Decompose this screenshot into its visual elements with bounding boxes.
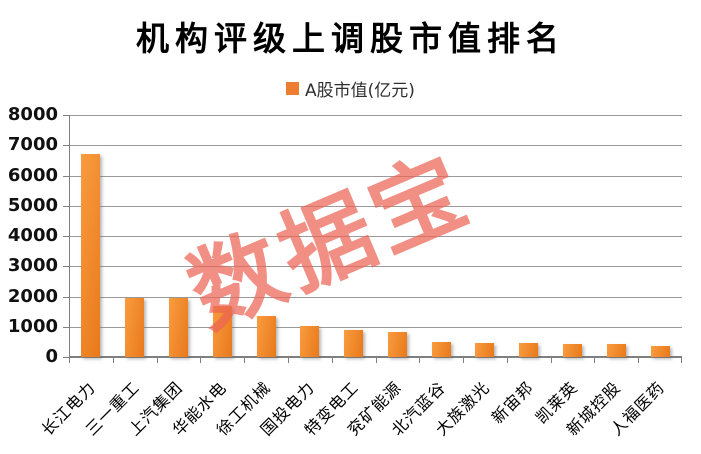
y-axis-tick bbox=[63, 236, 69, 237]
y-axis-tick-label: 8000 bbox=[7, 104, 58, 125]
y-axis-tick bbox=[63, 296, 69, 298]
gridline bbox=[69, 145, 682, 147]
y-axis-tick-label: 4000 bbox=[7, 225, 58, 246]
y-axis-tick bbox=[63, 115, 69, 116]
legend-label: A股市值(亿元) bbox=[305, 80, 415, 101]
bar-国投电力 bbox=[300, 326, 319, 357]
plot-area: 0 1000 2000 3000 4000 5000 6000 7000 8000 长江电力 三一重… bbox=[8, 105, 682, 439]
x-axis-tick bbox=[463, 357, 464, 363]
bar-兖矿能源 bbox=[388, 332, 407, 357]
chart-title: 机构评级上调股市值排名 bbox=[136, 19, 565, 58]
gridline bbox=[69, 175, 682, 177]
x-axis-tick bbox=[594, 357, 595, 363]
x-axis-tick bbox=[376, 357, 377, 363]
x-axis-tick bbox=[507, 357, 508, 363]
y-axis-tick-label: 6000 bbox=[7, 164, 58, 186]
y-axis-tick-label: 7000 bbox=[7, 134, 58, 156]
bar-人福医药 bbox=[651, 346, 670, 357]
gridline bbox=[69, 205, 682, 207]
bar-华能水电 bbox=[213, 306, 232, 357]
legend: A股市值(亿元) bbox=[0, 78, 701, 101]
y-axis-tick bbox=[63, 357, 69, 358]
bar-特变电工 bbox=[344, 330, 363, 357]
y-axis-tick bbox=[63, 326, 69, 328]
gridline bbox=[69, 236, 682, 237]
gridline bbox=[69, 326, 682, 328]
bar-三一重工 bbox=[125, 298, 144, 357]
x-axis-tick bbox=[113, 357, 114, 363]
x-axis-tick bbox=[200, 357, 201, 363]
x-axis-tick bbox=[69, 357, 70, 363]
x-axis-tick bbox=[638, 357, 639, 363]
y-axis-tick bbox=[63, 145, 69, 147]
y-axis-line bbox=[69, 115, 70, 357]
y-axis-tick bbox=[63, 205, 69, 207]
y-axis-tick-label: 1000 bbox=[7, 315, 58, 337]
gridline bbox=[69, 266, 682, 268]
legend-swatch bbox=[286, 81, 300, 95]
bar-长江电力 bbox=[81, 154, 100, 357]
x-axis-tick bbox=[419, 357, 420, 363]
bar-新宙邦 bbox=[519, 343, 538, 357]
y-axis-tick-label: 3000 bbox=[7, 255, 58, 277]
bar-上汽集团 bbox=[169, 298, 188, 357]
x-axis-line bbox=[69, 356, 682, 358]
y-axis-tick-label: 2000 bbox=[7, 285, 58, 307]
y-axis-tick bbox=[63, 266, 69, 268]
x-axis-tick bbox=[244, 357, 245, 363]
x-axis-tick bbox=[681, 357, 682, 363]
gridline bbox=[69, 296, 682, 298]
bar-新城控股 bbox=[607, 344, 626, 357]
bar-凯莱英 bbox=[563, 344, 582, 357]
bar-大族激光 bbox=[475, 343, 494, 357]
x-axis-tick bbox=[551, 357, 552, 363]
y-axis-tick bbox=[63, 175, 69, 177]
bar-徐工机械 bbox=[257, 316, 276, 357]
x-axis-tick bbox=[332, 357, 333, 363]
y-axis-tick-label: 0 bbox=[45, 346, 58, 367]
x-axis-tick bbox=[157, 357, 158, 363]
gridline bbox=[69, 115, 682, 116]
x-axis-label: 新宙邦 bbox=[487, 377, 538, 428]
x-axis-tick bbox=[288, 357, 289, 363]
y-axis-tick-label: 5000 bbox=[7, 194, 58, 216]
bar-北汽蓝谷 bbox=[432, 342, 451, 357]
